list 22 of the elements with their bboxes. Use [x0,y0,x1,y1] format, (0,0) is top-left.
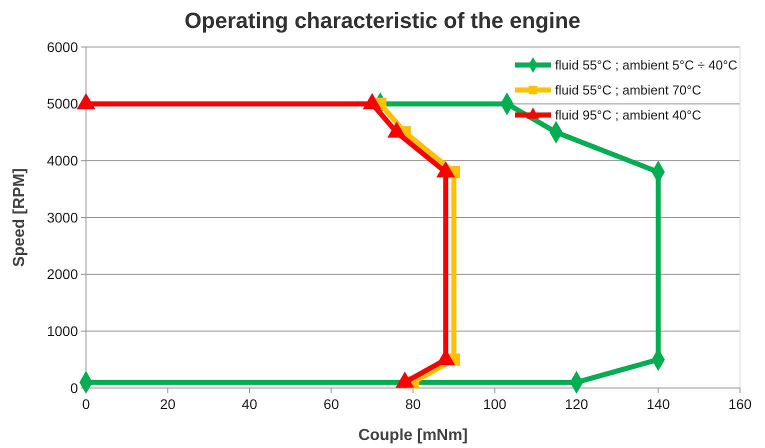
y-tick-label: 3000 [46,209,78,226]
x-tick-label: 160 [728,396,752,412]
y-tick-label: 2000 [46,266,78,282]
x-tick-label: 100 [483,396,507,412]
legend-label: fluid 95°C ; ambient 40°C [555,108,702,123]
x-tick-label: 60 [323,396,340,412]
chart-title: Operating characteristic of the engine [184,8,581,33]
y-tick-label: 0 [70,380,78,396]
legend-label: fluid 55°C ; ambient 70°C [555,82,702,98]
legend-label: fluid 55°C ; ambient 5°C ÷ 40°C [555,58,738,73]
x-tick-label: 80 [405,396,421,412]
x-tick-label: 140 [646,396,670,412]
y-tick-label: 4000 [46,152,78,169]
x-tick-label: 0 [82,396,90,412]
x-axis-title: Couple [mNm] [358,427,468,444]
y-tick-label: 1000 [46,323,78,340]
x-tick-label: 40 [242,396,258,412]
x-tick-label: 120 [564,396,588,412]
y-tick-label: 5000 [46,96,78,112]
x-tick-label: 20 [160,396,176,412]
y-axis-title: Speed [RPM] [11,168,28,267]
y-tick-label: 6000 [46,38,78,55]
